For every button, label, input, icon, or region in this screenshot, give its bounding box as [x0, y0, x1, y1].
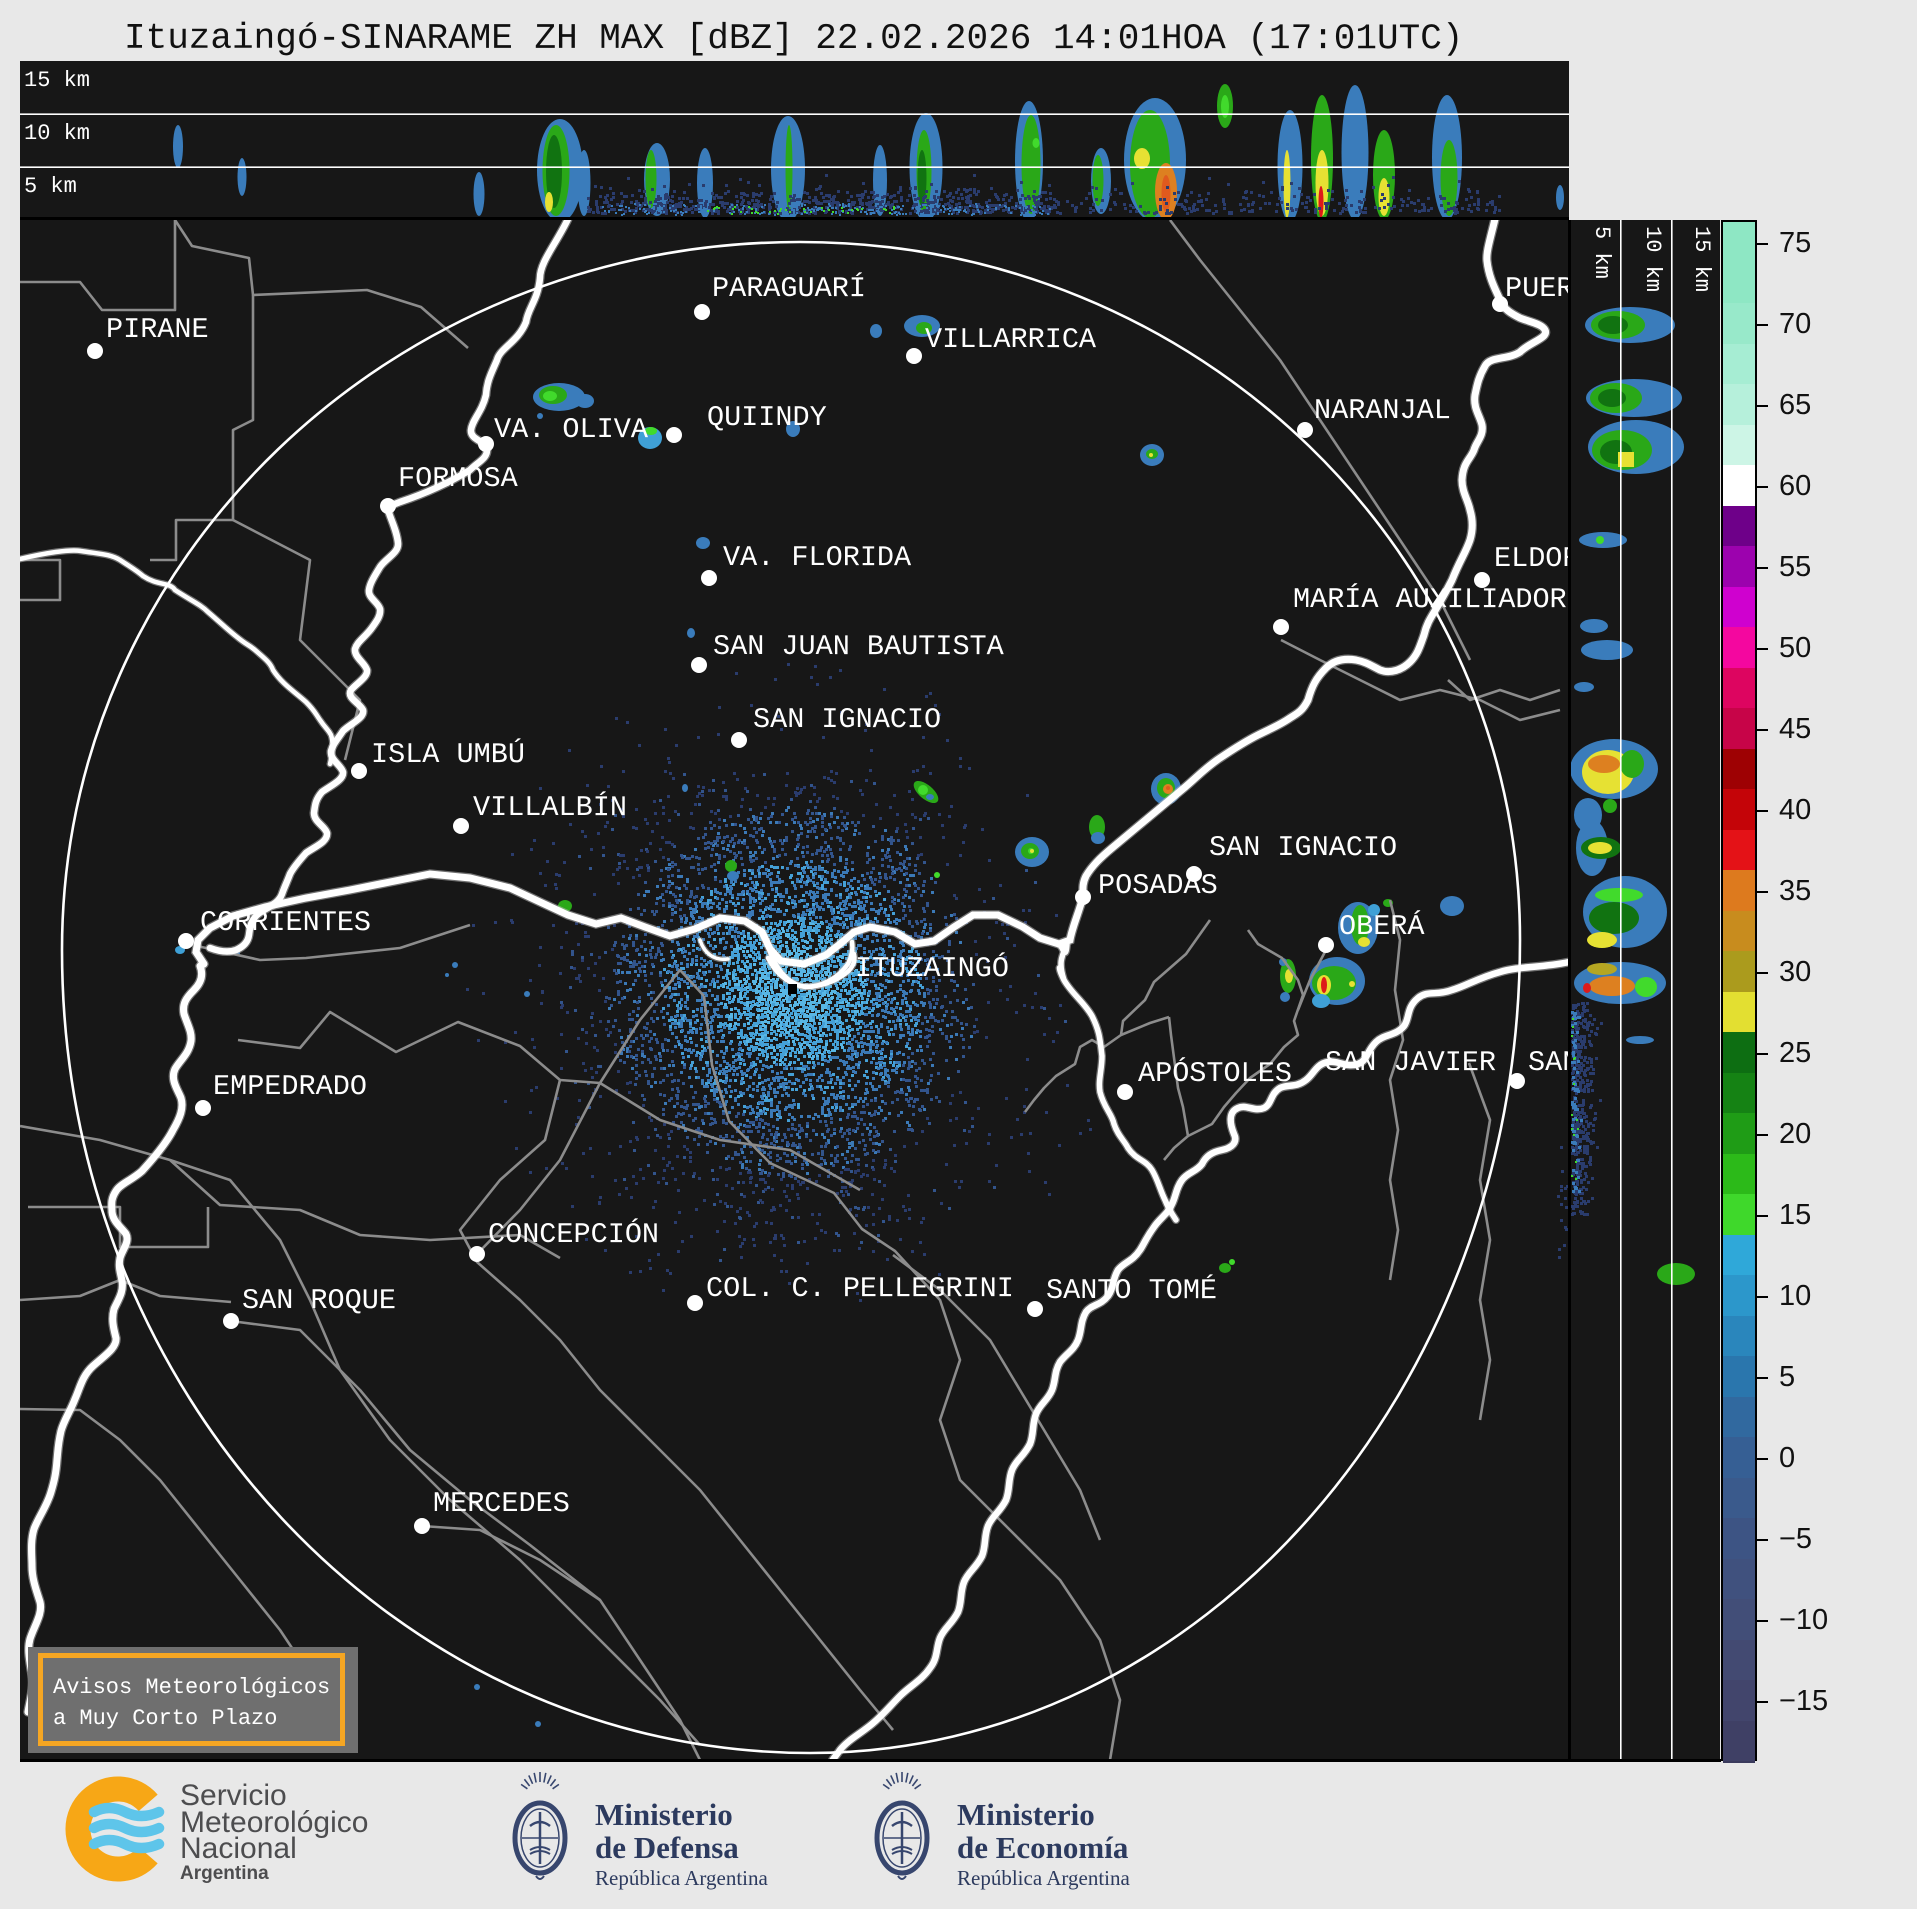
svg-text:10 km: 10 km	[1640, 226, 1665, 292]
svg-text:CORRIENTES: CORRIENTES	[200, 906, 371, 939]
svg-text:SANTO TOMÉ: SANTO TOMÉ	[1046, 1274, 1217, 1307]
svg-text:NARANJAL: NARANJAL	[1314, 394, 1451, 427]
svg-text:SAN IGNACIO: SAN IGNACIO	[753, 703, 941, 736]
svg-text:SAN JAVIER: SAN JAVIER	[1325, 1046, 1496, 1079]
svg-text:VA. OLIVA: VA. OLIVA	[494, 413, 649, 446]
svg-text:SAN ROQUE: SAN ROQUE	[242, 1284, 396, 1317]
svg-text:MARÍA AUXILIADOR: MARÍA AUXILIADOR	[1293, 583, 1567, 616]
svg-text:QUIINDY: QUIINDY	[707, 401, 827, 434]
svg-text:SAN JUAN BAUTISTA: SAN JUAN BAUTISTA	[713, 630, 1005, 663]
svg-text:ISLA UMBÚ: ISLA UMBÚ	[371, 738, 525, 771]
svg-text:5 km: 5 km	[1589, 226, 1614, 279]
svg-text:15 km: 15 km	[1689, 226, 1714, 292]
svg-text:PIRANE: PIRANE	[106, 313, 209, 346]
svg-text:OBERÁ: OBERÁ	[1339, 910, 1425, 943]
svg-text:SAN IGNACIO: SAN IGNACIO	[1209, 831, 1397, 864]
svg-text:FORMOSA: FORMOSA	[398, 462, 519, 495]
svg-text:EMPEDRADO: EMPEDRADO	[213, 1070, 367, 1103]
svg-text:APÓSTOLES: APÓSTOLES	[1138, 1057, 1292, 1090]
svg-text:VILLALBÍN: VILLALBÍN	[473, 791, 627, 824]
svg-text:PUER: PUER	[1505, 272, 1569, 305]
svg-text:CONCEPCIÓN: CONCEPCIÓN	[488, 1218, 659, 1251]
svg-text:ITUZAINGÓ: ITUZAINGÓ	[855, 952, 1009, 985]
svg-text:POSADAS: POSADAS	[1098, 869, 1218, 902]
svg-text:ELDOR: ELDOR	[1494, 542, 1569, 575]
svg-text:15 km: 15 km	[24, 68, 90, 93]
svg-text:PARAGUARÍ: PARAGUARÍ	[712, 272, 866, 305]
svg-text:COL. C. PELLEGRINI: COL. C. PELLEGRINI	[706, 1272, 1014, 1305]
svg-text:SAN: SAN	[1528, 1046, 1569, 1079]
svg-text:VILLARRICA: VILLARRICA	[925, 323, 1097, 356]
svg-text:10 km: 10 km	[24, 121, 90, 146]
svg-text:MERCEDES: MERCEDES	[433, 1487, 570, 1520]
svg-text:5 km: 5 km	[24, 174, 77, 199]
svg-text:VA. FLORIDA: VA. FLORIDA	[723, 541, 912, 574]
